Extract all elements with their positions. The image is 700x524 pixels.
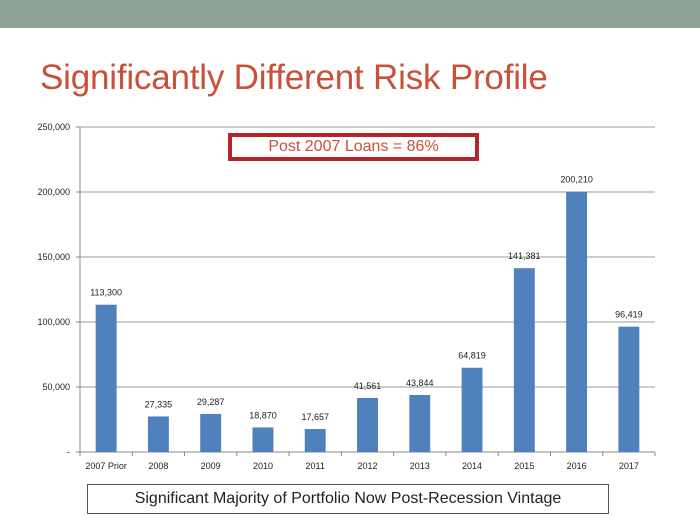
x-tick-label: 2014: [462, 461, 482, 471]
footer-text: Significant Majority of Portfolio Now Po…: [134, 490, 562, 507]
bar: [95, 304, 117, 452]
x-tick-label: 2009: [201, 461, 221, 471]
bar: [461, 367, 483, 452]
slide-title: Significantly Different Risk Profile: [40, 58, 548, 97]
footer-box: Significant Majority of Portfolio Now Po…: [87, 484, 609, 514]
data-label: 41,561: [354, 381, 382, 391]
bar: [252, 427, 274, 452]
bar: [618, 326, 640, 452]
y-tick-label: 150,000: [37, 252, 70, 262]
x-tick-label: 2011: [306, 461, 325, 471]
data-label: 141,381: [508, 251, 541, 261]
bar: [200, 413, 222, 452]
bar: [409, 395, 431, 452]
data-label: 96,419: [615, 310, 643, 320]
bar: [357, 397, 378, 452]
y-tick-label: 50,000: [42, 382, 70, 392]
y-tick-label: 250,000: [37, 122, 70, 132]
callout-text: Post 2007 Loans = 86%: [268, 138, 439, 155]
data-label: 43,844: [406, 378, 434, 388]
top-band: [0, 0, 700, 28]
data-label: 27,335: [145, 399, 173, 409]
x-tick-label: 2017: [619, 461, 639, 471]
y-tick-label: 200,000: [37, 187, 70, 197]
x-tick-label: 2015: [514, 461, 534, 471]
y-tick-label: 100,000: [37, 317, 70, 327]
x-tick-label: 2008: [148, 461, 168, 471]
data-label: 200,210: [560, 175, 593, 185]
x-tick-label: 2012: [357, 461, 377, 471]
x-tick-label: 2013: [410, 461, 430, 471]
x-tick-label: 2007 Prior: [85, 461, 127, 471]
x-tick-label: 2010: [253, 461, 273, 471]
bar: [147, 416, 169, 452]
callout-box: Post 2007 Loans = 86%: [228, 133, 479, 161]
bar: [304, 429, 326, 452]
data-label: 113,300: [90, 288, 122, 298]
y-tick-label: -: [67, 447, 70, 457]
data-label: 17,657: [301, 412, 329, 422]
bar: [513, 268, 535, 452]
data-label: 18,870: [249, 410, 277, 420]
bar: [566, 191, 588, 453]
x-tick-label: 2016: [567, 461, 587, 471]
data-label: 64,819: [458, 351, 486, 361]
data-label: 29,287: [197, 397, 225, 407]
